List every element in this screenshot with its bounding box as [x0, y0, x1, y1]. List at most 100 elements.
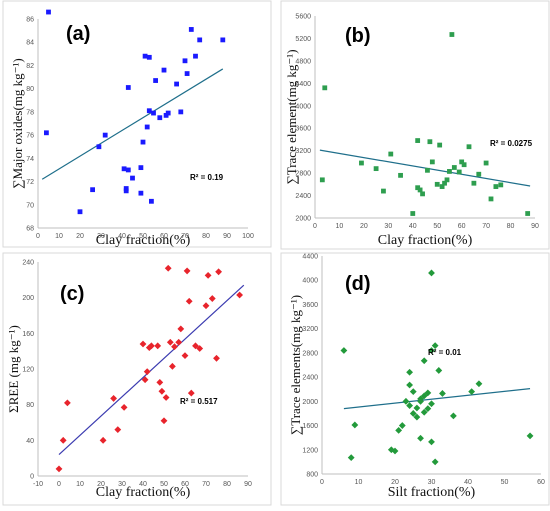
- panel-d-point: [391, 447, 399, 455]
- panel-d-border: [280, 252, 550, 506]
- panel-a-point: [151, 110, 156, 116]
- panel-a-point: [146, 108, 152, 114]
- panel-b-label: (b): [345, 25, 371, 47]
- panel-c-x-tick-label: 10: [76, 481, 84, 488]
- panel-d-point: [439, 390, 446, 397]
- panel-b-point: [398, 172, 403, 178]
- panel-a-trendline: [41, 68, 224, 180]
- panel-a-point: [77, 209, 83, 215]
- panel-c-x-tick-label: 60: [181, 481, 189, 488]
- panel-c-point: [139, 340, 147, 348]
- panel-c-point: [120, 403, 128, 411]
- panel-d-y-tick-label: 1600: [302, 423, 318, 430]
- panel-a-point: [153, 78, 158, 83]
- panel-b-trendline: [319, 149, 531, 187]
- panel-c-x-tick-label: 80: [223, 481, 231, 488]
- panel-a-point: [184, 71, 190, 76]
- panel-d-point: [417, 434, 424, 442]
- panel-d-x-tick-label: 40: [464, 479, 472, 486]
- panel-a-x-tick-label: 80: [202, 233, 210, 240]
- panel-c-point: [164, 264, 172, 272]
- panel-d-point: [395, 427, 403, 434]
- panel-c-point: [183, 267, 191, 275]
- panel-d-x-axis-label: Silt fraction(%): [388, 485, 476, 500]
- panel-b-y-tick-label: 4000: [295, 103, 311, 110]
- panel-b-point: [471, 180, 477, 186]
- panel-a-point: [165, 110, 171, 116]
- panel-b-x-tick-label: 90: [531, 223, 539, 230]
- panel-b-y-tick-label: 5600: [295, 14, 311, 21]
- panel-a-point: [90, 187, 95, 193]
- panel-b-point: [359, 160, 364, 166]
- panel-a-point: [96, 144, 102, 150]
- panel-b-y-tick-label: 2800: [295, 171, 311, 178]
- panel-a-point: [161, 67, 167, 73]
- panel-b-y-axis-label: ∑Trace element(mg kg⁻¹): [284, 49, 299, 184]
- panel-a-point: [220, 37, 226, 43]
- panel-c-point: [156, 378, 164, 386]
- panel-a-point: [193, 53, 198, 59]
- panel-b-x-tick-label: 40: [409, 223, 417, 230]
- panel-c-y-tick-label: 200: [22, 295, 34, 302]
- panel-a-y-tick-label: 80: [26, 86, 34, 93]
- panel-a-y-tick-label: 70: [26, 202, 34, 209]
- panel-c-point: [162, 394, 170, 401]
- panel-a-point: [182, 58, 188, 64]
- panel-b-point: [439, 184, 445, 189]
- panel-a-y-tick-label: 72: [26, 179, 34, 186]
- panel-c-y-tick-label: 40: [26, 438, 34, 445]
- panel-a-point: [102, 132, 108, 138]
- panel-b-x-axis-label: Clay fraction(%): [378, 233, 473, 248]
- panel-d-point: [340, 347, 348, 354]
- panel-a-point: [121, 166, 127, 172]
- panel-d-y-tick-label: 1200: [302, 447, 318, 454]
- panel-c-point: [64, 399, 71, 407]
- panel-c-point: [175, 338, 183, 346]
- panel-a-point: [130, 175, 135, 181]
- panel-b: 0 10 20 30 40 50 60 70 80 90 2000 2400 2800 3200 3600 4…: [280, 0, 550, 250]
- panel-b-point: [415, 185, 421, 191]
- panel-d-point: [347, 454, 355, 462]
- panel-b-point: [434, 181, 440, 187]
- panel-a-y-tick-label: 78: [26, 109, 34, 116]
- panel-a-point: [123, 186, 129, 191]
- panel-c-point: [114, 426, 122, 434]
- panel-c-border: [2, 252, 272, 506]
- panel-b-point: [456, 169, 462, 175]
- panel-a-point: [138, 165, 144, 171]
- panel-d-point: [417, 397, 424, 405]
- panel-d-y-tick-label: 2800: [302, 350, 318, 357]
- panel-a-x-tick-label: 100: [242, 233, 254, 240]
- panel-d-y-tick-label: 800: [306, 472, 318, 479]
- panel-d-point: [406, 381, 413, 389]
- panel-c-label: (c): [60, 283, 84, 305]
- panel-d-point: [428, 269, 435, 277]
- panel-b-point: [498, 182, 504, 188]
- panel-b-point: [425, 167, 430, 173]
- panel-a-x-tick-label: 90: [223, 233, 231, 240]
- panel-c-y-tick-label: 80: [26, 402, 34, 409]
- panel-c-x-tick-label: 20: [97, 481, 105, 488]
- panel-b-point: [461, 162, 467, 168]
- panel-a-x-tick-label: 40: [118, 233, 126, 240]
- panel-a-point: [138, 190, 144, 196]
- panel-d-point: [431, 458, 439, 466]
- panel-b-point: [466, 144, 472, 150]
- panel-d-point: [420, 408, 428, 416]
- panel-b-y-tick-label: 3600: [295, 126, 311, 133]
- panel-b-x-tick-label: 10: [336, 223, 344, 230]
- panel-b-point: [373, 166, 379, 172]
- panel-c-point: [166, 338, 174, 346]
- panel-b-point: [444, 177, 450, 183]
- panel-c-y-tick-label: 0: [30, 474, 34, 481]
- panel-c-point: [99, 436, 107, 444]
- panel-d-point: [413, 404, 421, 412]
- panel-c-x-tick-label: 90: [244, 481, 252, 488]
- panel-c-x-tick-label: 50: [160, 481, 168, 488]
- panel-b-y-tick-label: 5200: [295, 36, 311, 43]
- panel-b-border: [280, 0, 550, 250]
- panel-a-y-tick-label: 74: [26, 156, 34, 163]
- panel-b-r2-annotation: R² = 0.0275: [490, 139, 533, 148]
- panel-a-border: [2, 0, 272, 248]
